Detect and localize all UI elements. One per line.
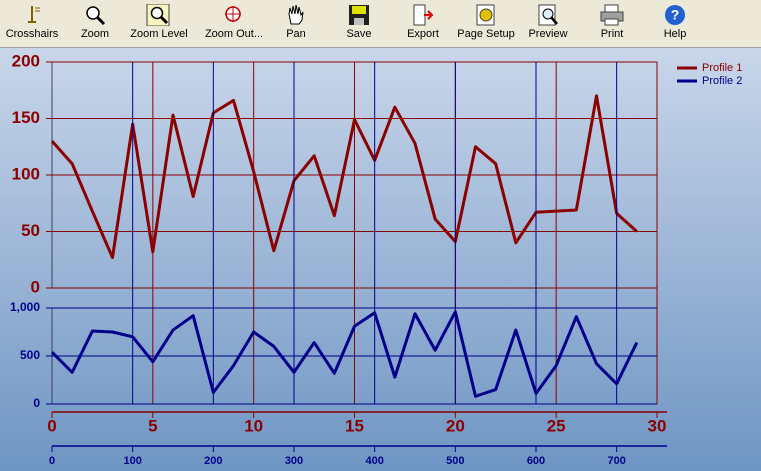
toolbar-button[interactable]: ? Help <box>656 2 694 45</box>
toolbar-button[interactable]: Zoom Level <box>126 2 192 45</box>
svg-text:?: ? <box>671 7 680 23</box>
toolbar: Crosshairs Zoom Zoom Level Zoom Out... P… <box>0 0 761 48</box>
y-tick-label: 0 <box>33 396 40 410</box>
x-tick-label: 600 <box>527 455 545 467</box>
icon <box>349 5 369 25</box>
x-tick-label: 15 <box>345 416 364 435</box>
button-label: Preview <box>528 28 568 40</box>
button-label: Help <box>663 28 687 40</box>
legend-label: Profile 2 <box>702 75 742 87</box>
y-tick-label: 1,000 <box>10 300 40 314</box>
series-line <box>50 94 638 259</box>
icon <box>288 4 304 25</box>
button-label: Crosshairs <box>5 28 59 40</box>
toolbar-button[interactable]: Crosshairs <box>2 2 62 45</box>
legend-label: Profile 1 <box>702 62 742 74</box>
toolbar-button[interactable]: Zoom <box>70 2 120 45</box>
x-tick-label: 20 <box>446 416 465 435</box>
toolbar-button[interactable]: Export <box>400 2 446 45</box>
toolbar-button[interactable]: Page Setup <box>454 2 518 45</box>
button-label: Zoom <box>80 28 110 40</box>
icon <box>538 4 558 26</box>
button-label: Page Setup <box>457 28 515 40</box>
y-tick-label: 500 <box>20 348 40 362</box>
icon <box>86 6 106 26</box>
button-label: Zoom Out... <box>204 28 264 40</box>
y-tick-label: 50 <box>21 221 40 240</box>
series-line <box>50 310 639 398</box>
x-tick-label: 700 <box>607 455 625 467</box>
toolbar-button[interactable]: Preview <box>524 2 572 45</box>
button-label: Print <box>600 28 624 40</box>
icon <box>413 4 434 26</box>
toolbar-button[interactable]: Save <box>336 2 382 45</box>
x-tick-label: 25 <box>547 416 566 435</box>
button-label: Save <box>346 28 372 40</box>
x-tick-label: 500 <box>446 455 464 467</box>
y-tick-label: 100 <box>12 164 40 183</box>
x-tick-label: 100 <box>123 455 141 467</box>
icon <box>225 6 241 22</box>
x-tick-label: 10 <box>244 416 263 435</box>
background <box>0 48 761 471</box>
x-tick-label: 300 <box>285 455 303 467</box>
x-tick-label: 5 <box>148 416 157 435</box>
x-tick-label: 0 <box>47 416 56 435</box>
icon <box>476 4 495 26</box>
x-tick-label: 30 <box>648 416 667 435</box>
button-label: Export <box>407 28 439 40</box>
y-tick-label: 200 <box>12 51 40 70</box>
toolbar-button[interactable]: Zoom Out... <box>202 2 266 45</box>
y-tick-label: 150 <box>12 108 40 127</box>
x-tick-label: 0 <box>49 455 55 467</box>
icon <box>600 4 624 26</box>
x-tick-label: 200 <box>204 455 222 467</box>
button-label: Pan <box>286 28 306 40</box>
toolbar-button[interactable]: Pan <box>276 2 316 45</box>
icon <box>28 6 40 23</box>
y-tick-label: 0 <box>31 277 40 296</box>
x-tick-label: 400 <box>365 455 383 467</box>
icon: ? <box>665 5 685 25</box>
icon <box>146 4 170 26</box>
toolbar-button[interactable]: Print <box>592 2 632 45</box>
button-label: Zoom Level <box>130 28 188 40</box>
